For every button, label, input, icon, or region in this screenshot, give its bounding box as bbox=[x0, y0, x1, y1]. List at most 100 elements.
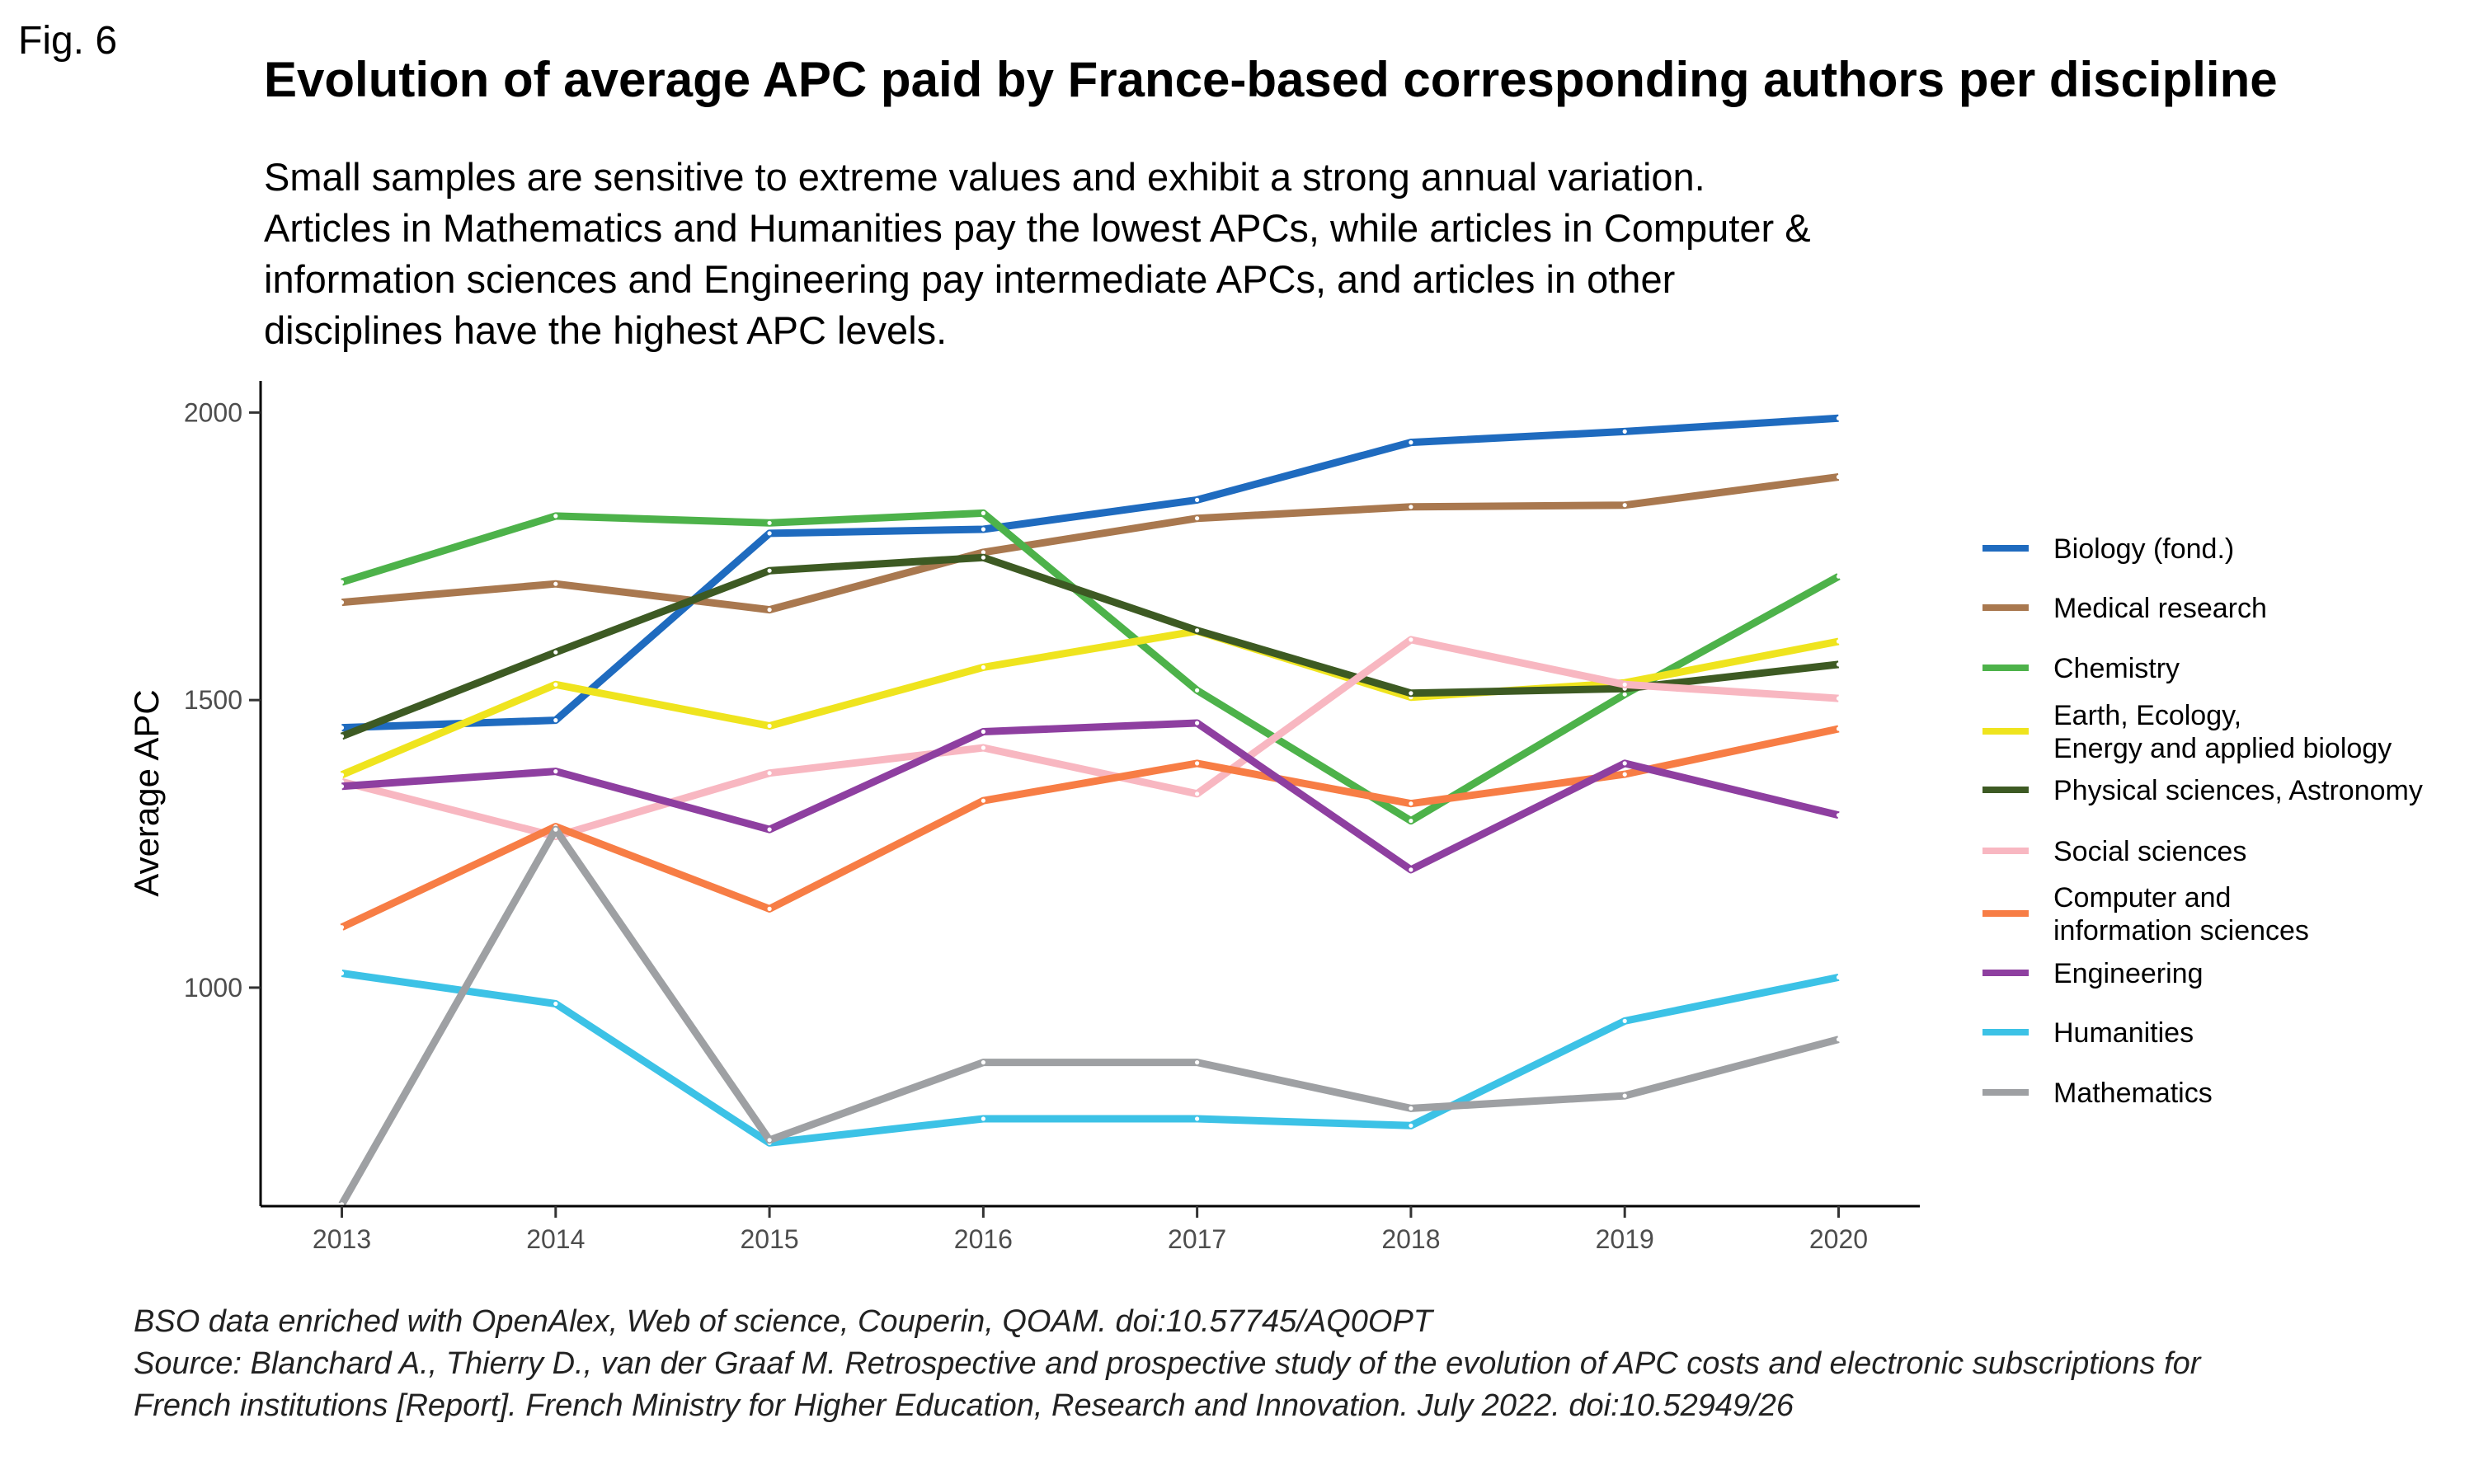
data-point bbox=[1195, 688, 1200, 693]
data-point bbox=[339, 925, 345, 930]
legend-item: Social sciences bbox=[1982, 836, 2246, 867]
data-point bbox=[553, 827, 558, 832]
data-point bbox=[553, 650, 558, 655]
x-tick-label: 2014 bbox=[526, 1224, 585, 1254]
y-tick-label: 2000 bbox=[184, 397, 242, 427]
data-point bbox=[553, 718, 558, 723]
data-point bbox=[1195, 497, 1200, 503]
legend-item: Computer and information sciences bbox=[1982, 882, 2309, 946]
y-axis-title: Average APC bbox=[127, 689, 166, 896]
data-point bbox=[1409, 505, 1413, 510]
data-point bbox=[1836, 574, 1841, 579]
legend-label: Biology (fond.) bbox=[2053, 533, 2234, 565]
legend-label: Physical sciences, Astronomy bbox=[2053, 775, 2423, 806]
legend-label: Engineering bbox=[2053, 958, 2203, 989]
data-point bbox=[767, 906, 772, 911]
data-point bbox=[1622, 1093, 1627, 1098]
figure-label: Fig. 6 bbox=[18, 19, 118, 63]
legend-label: Mathematics bbox=[2053, 1078, 2213, 1109]
data-point bbox=[981, 798, 985, 803]
data-point bbox=[1622, 503, 1627, 508]
legend-item: Physical sciences, Astronomy bbox=[1982, 775, 2423, 806]
x-tick-label: 2017 bbox=[1168, 1224, 1226, 1254]
data-point bbox=[553, 1001, 558, 1007]
caption-line: Source: Blanchard A., Thierry D., van de… bbox=[134, 1346, 2201, 1381]
y-axis-ticks: 1000 1500 2000 bbox=[184, 397, 261, 1003]
data-point bbox=[767, 531, 772, 536]
caption-line: French institutions [Report]. French Min… bbox=[134, 1388, 1794, 1423]
data-point bbox=[981, 729, 985, 735]
data-point bbox=[1836, 639, 1841, 644]
x-tick-label: 2015 bbox=[740, 1224, 798, 1254]
legend-item: Biology (fond.) bbox=[1982, 533, 2234, 565]
data-point bbox=[1195, 1060, 1200, 1065]
legend-label: Chemistry bbox=[2053, 653, 2180, 684]
chart-title: Evolution of average APC paid by France-… bbox=[264, 52, 2278, 107]
data-point bbox=[1836, 1037, 1841, 1042]
data-point bbox=[767, 608, 772, 613]
data-point bbox=[1195, 1116, 1200, 1121]
plot-area: 2013 2014 2015 2016 2017 2018 2019 2020 1000 150… bbox=[184, 381, 1920, 1254]
data-point bbox=[1409, 637, 1413, 642]
data-point bbox=[981, 555, 985, 560]
data-point bbox=[767, 568, 772, 573]
series-line-humanities bbox=[341, 970, 1840, 1147]
legend-label: Earth, Ecology, bbox=[2053, 700, 2241, 731]
data-point bbox=[981, 510, 985, 516]
legend-label: Energy and applied biology bbox=[2053, 733, 2392, 764]
series-line-physical-sciences-astronomy bbox=[340, 553, 1840, 740]
data-point bbox=[1836, 726, 1841, 731]
data-point bbox=[1836, 813, 1841, 818]
data-point bbox=[1622, 682, 1627, 687]
x-axis-ticks: 2013 2014 2015 2016 2017 2018 2019 2020 bbox=[313, 1206, 1868, 1254]
legend-item: Mathematics bbox=[1982, 1078, 2213, 1109]
subtitle-line: information sciences and Engineering pay… bbox=[264, 257, 1676, 301]
data-point bbox=[1622, 761, 1627, 766]
data-point bbox=[981, 745, 985, 750]
data-point bbox=[1409, 1123, 1413, 1128]
data-point bbox=[553, 514, 558, 519]
data-point bbox=[981, 550, 985, 555]
series-line-earth-ecology-energy-and-applied-biology bbox=[340, 627, 1840, 778]
subtitle-line: disciplines have the highest APC levels. bbox=[264, 308, 948, 352]
data-point bbox=[1622, 772, 1627, 777]
series-line-mathematics bbox=[338, 825, 1840, 1207]
data-point bbox=[767, 723, 772, 729]
data-point bbox=[1195, 516, 1200, 521]
data-point bbox=[981, 1116, 985, 1121]
data-point bbox=[767, 1138, 772, 1143]
data-point bbox=[1622, 692, 1627, 697]
caption-line: BSO data enriched with OpenAlex, Web of … bbox=[134, 1304, 1433, 1339]
data-point bbox=[1622, 429, 1627, 434]
data-point bbox=[981, 527, 985, 532]
legend-item: Medical research bbox=[1982, 593, 2267, 624]
x-tick-label: 2013 bbox=[313, 1224, 371, 1254]
data-point bbox=[339, 726, 345, 730]
data-point bbox=[1195, 721, 1200, 726]
series-layer bbox=[338, 414, 1841, 1207]
data-point bbox=[1409, 1106, 1413, 1111]
legend-item: Humanities bbox=[1982, 1017, 2194, 1049]
legend-item: Earth, Ecology,Energy and applied biolog… bbox=[1982, 700, 2392, 764]
subtitle-line: Articles in Mathematics and Humanities p… bbox=[264, 206, 1811, 250]
series-line-social-sciences bbox=[341, 636, 1839, 840]
data-point bbox=[553, 682, 558, 687]
data-point bbox=[1409, 440, 1413, 445]
data-point bbox=[1409, 801, 1413, 806]
data-point bbox=[981, 665, 985, 670]
series-line-medical-research bbox=[341, 473, 1840, 614]
data-point bbox=[1409, 819, 1413, 824]
data-point bbox=[339, 773, 345, 777]
x-tick-label: 2018 bbox=[1381, 1224, 1440, 1254]
data-point bbox=[553, 581, 558, 586]
data-point bbox=[339, 734, 345, 739]
data-point bbox=[1195, 761, 1200, 766]
x-tick-label: 2019 bbox=[1596, 1224, 1654, 1254]
data-point bbox=[1836, 662, 1841, 667]
legend-label: Medical research bbox=[2053, 593, 2267, 624]
series-line-engineering bbox=[341, 719, 1840, 874]
data-point bbox=[1195, 628, 1200, 633]
data-point bbox=[767, 827, 772, 832]
data-point bbox=[1836, 474, 1841, 480]
